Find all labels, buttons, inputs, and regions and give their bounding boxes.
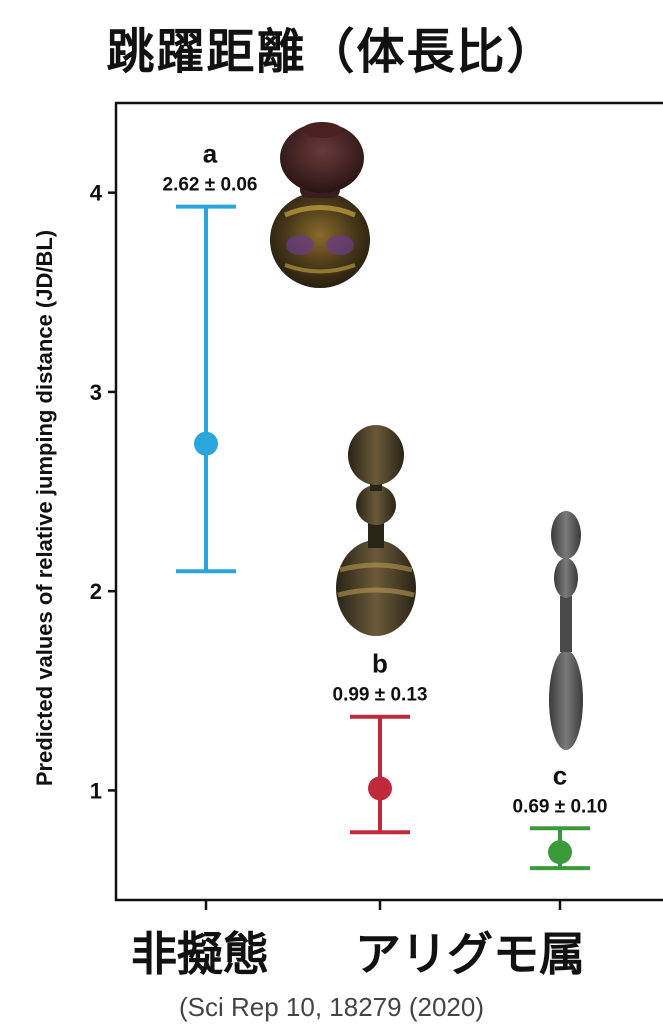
value-label: 2.62 ± 0.06	[163, 175, 258, 196]
data-point	[194, 431, 218, 456]
y-tick-label: 3	[90, 380, 102, 405]
value-label: 0.69 ± 0.10	[513, 796, 608, 817]
y-tick-label: 1	[90, 778, 102, 803]
group-letter: b	[372, 649, 388, 679]
y-tick-label: 2	[90, 579, 102, 604]
data-point	[368, 776, 392, 801]
x-category-label: アリグモ属	[355, 927, 585, 981]
y-axis-label: Predicted values of relative jumping dis…	[32, 230, 57, 786]
slender-ant-mimic-image	[549, 511, 583, 750]
data-marks: a 2.62 ± 0.06 b 0.99 ± 0.13 c 0.69 ± 0.10	[163, 139, 608, 871]
source-citation: (Sci Rep 10, 18279 (2020)	[179, 992, 484, 1022]
ant-mimic-spider-image	[336, 425, 416, 636]
value-label: 0.99 ± 0.13	[333, 685, 428, 706]
plot-frame	[114, 101, 663, 902]
group-letter: a	[203, 139, 218, 169]
y-tick-label: 4	[90, 181, 103, 206]
chart-title: 跳躍距離（体長比）	[106, 24, 557, 80]
jumping-spider-image	[270, 122, 370, 288]
group-letter: c	[553, 760, 567, 790]
x-category-label: 非擬態	[131, 927, 269, 981]
y-axis: 1 2 3 4	[90, 181, 116, 803]
data-point	[548, 840, 572, 865]
x-axis: 非擬態 アリグモ属	[131, 900, 585, 981]
